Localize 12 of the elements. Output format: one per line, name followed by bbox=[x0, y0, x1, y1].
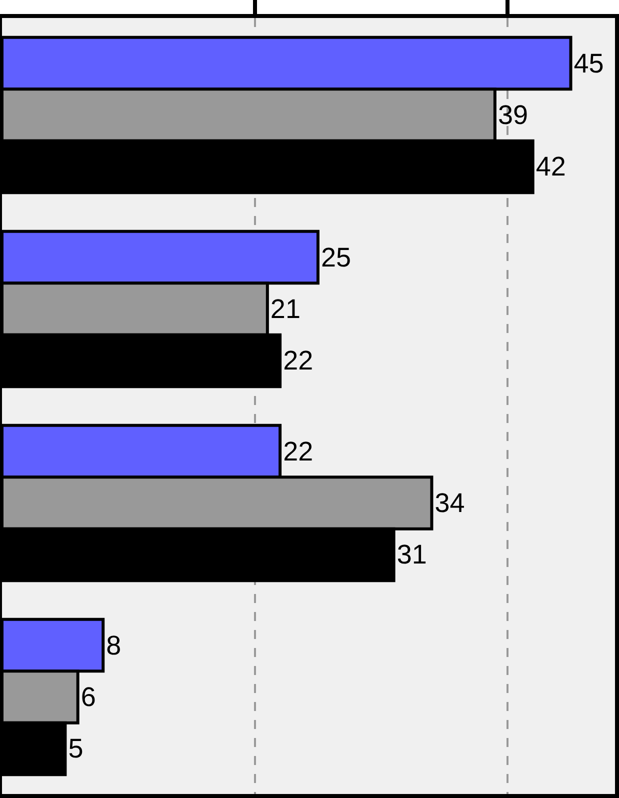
data-label: 45 bbox=[574, 48, 604, 78]
data-label: 6 bbox=[80, 682, 96, 712]
data-label: 8 bbox=[106, 630, 122, 660]
data-label: 42 bbox=[536, 152, 566, 182]
data-label: 25 bbox=[320, 242, 352, 272]
data-label: 39 bbox=[498, 100, 528, 130]
data-label: 22 bbox=[283, 436, 314, 466]
data-label: 31 bbox=[396, 540, 427, 570]
data-label: 22 bbox=[283, 346, 314, 376]
data-label: 21 bbox=[270, 294, 300, 324]
data-label: 34 bbox=[434, 488, 465, 518]
data-label: 5 bbox=[68, 734, 84, 764]
